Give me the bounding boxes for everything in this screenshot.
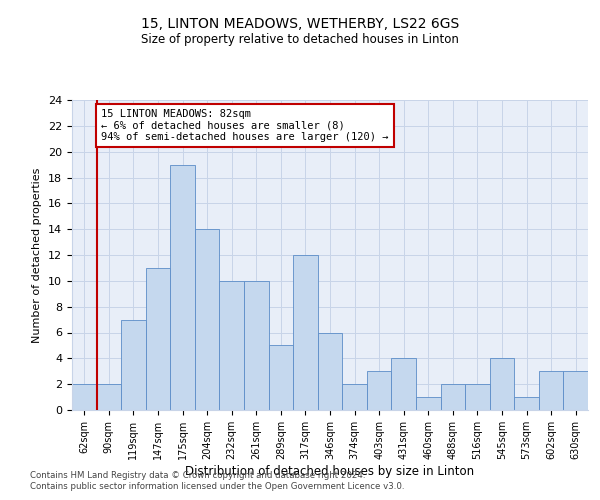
Bar — [244, 281, 269, 410]
Bar — [318, 332, 342, 410]
Bar — [490, 358, 514, 410]
Bar — [195, 229, 220, 410]
Text: Contains HM Land Registry data © Crown copyright and database right 2024.: Contains HM Land Registry data © Crown c… — [30, 470, 365, 480]
Bar — [391, 358, 416, 410]
Bar — [440, 384, 465, 410]
Text: 15 LINTON MEADOWS: 82sqm
← 6% of detached houses are smaller (8)
94% of semi-det: 15 LINTON MEADOWS: 82sqm ← 6% of detache… — [101, 109, 389, 142]
Bar — [269, 346, 293, 410]
Bar — [563, 371, 588, 410]
Bar — [170, 164, 195, 410]
Bar — [465, 384, 490, 410]
X-axis label: Distribution of detached houses by size in Linton: Distribution of detached houses by size … — [185, 464, 475, 477]
Bar — [220, 281, 244, 410]
Bar — [293, 255, 318, 410]
Bar — [121, 320, 146, 410]
Bar — [72, 384, 97, 410]
Bar — [367, 371, 391, 410]
Bar — [146, 268, 170, 410]
Bar — [416, 397, 440, 410]
Text: Size of property relative to detached houses in Linton: Size of property relative to detached ho… — [141, 32, 459, 46]
Bar — [514, 397, 539, 410]
Text: 15, LINTON MEADOWS, WETHERBY, LS22 6GS: 15, LINTON MEADOWS, WETHERBY, LS22 6GS — [141, 18, 459, 32]
Y-axis label: Number of detached properties: Number of detached properties — [32, 168, 43, 342]
Bar — [97, 384, 121, 410]
Bar — [342, 384, 367, 410]
Bar — [539, 371, 563, 410]
Text: Contains public sector information licensed under the Open Government Licence v3: Contains public sector information licen… — [30, 482, 404, 491]
